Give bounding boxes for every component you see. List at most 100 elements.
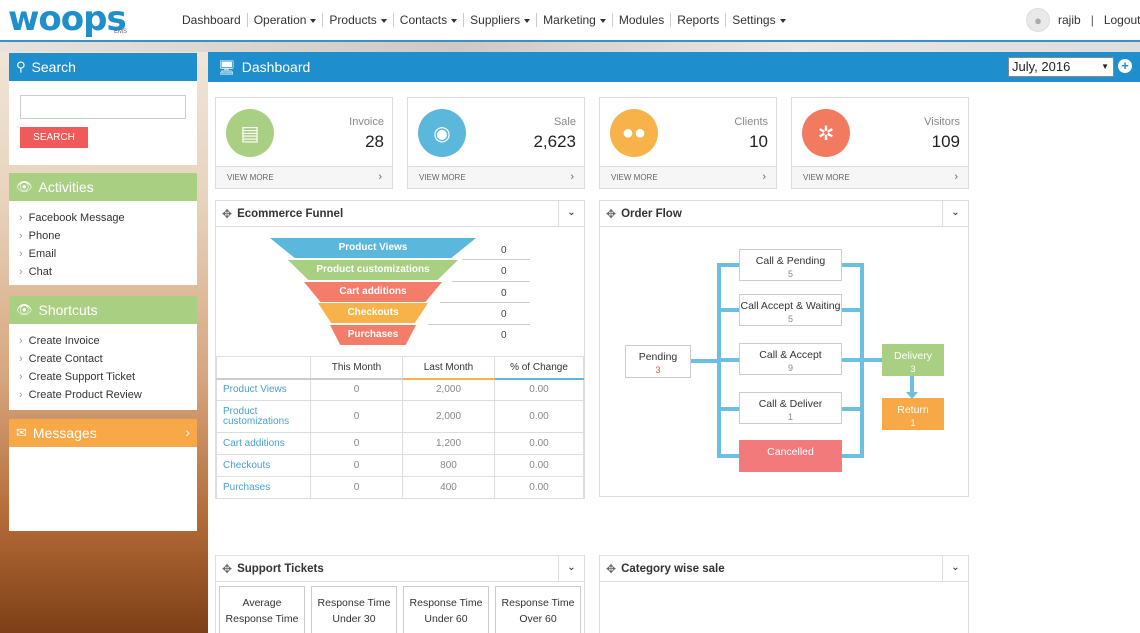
user-name[interactable]: rajib	[1058, 13, 1081, 27]
funnel-stage: Cart additions	[304, 282, 442, 302]
messages-header[interactable]: ✉ Messages ›	[9, 419, 197, 447]
nav-dashboard[interactable]: Dashboard	[176, 13, 248, 27]
cell: 0.00	[494, 400, 584, 433]
view-more-label: VIEW MORE	[803, 173, 850, 182]
logo[interactable]: woops	[8, 0, 127, 39]
row-name[interactable]: Product Views	[216, 378, 311, 401]
move-icon[interactable]: ✥	[606, 206, 617, 221]
view-more-label: VIEW MORE	[419, 173, 466, 182]
node-label: Delivery	[894, 350, 932, 362]
top-navbar: woops EMS Dashboard Operation Products C…	[0, 0, 1140, 42]
stat-sale[interactable]: ◉ Sale 2,623 VIEW MORE ›	[407, 97, 585, 189]
shortcuts-header[interactable]: 👁 Shortcuts	[9, 296, 197, 324]
dashboard-header: 🖥 Dashboard	[208, 52, 1140, 82]
activities-list: Facebook Message Phone Email Chat	[9, 201, 197, 285]
list-item[interactable]: Phone	[19, 227, 197, 245]
list-item[interactable]: Create Contact	[19, 350, 197, 368]
nav-modules[interactable]: Modules	[613, 13, 672, 27]
separator: |	[1090, 13, 1094, 27]
node-value: 3	[655, 365, 661, 375]
widget-header: ✥ Ecommerce Funnel ⌄	[216, 201, 584, 227]
cell: 400	[402, 476, 495, 499]
nav-contacts[interactable]: Contacts	[394, 13, 465, 27]
widget-header: ✥ Support Tickets ⌄	[216, 556, 584, 582]
search-panel-header: ⚲ Search	[9, 53, 197, 81]
tile-line: Response Time	[409, 597, 483, 609]
view-more-link[interactable]: VIEW MORE ›	[792, 166, 968, 188]
node-label: Pending	[638, 351, 678, 363]
nav-suppliers[interactable]: Suppliers	[464, 13, 538, 27]
list-item[interactable]: Email	[19, 245, 197, 263]
table-header: This Month	[310, 356, 403, 380]
view-more-link[interactable]: VIEW MORE ›	[408, 166, 584, 188]
chevron-right-icon: ›	[570, 171, 574, 183]
avatar[interactable]: ●	[1026, 8, 1050, 32]
nav-settings[interactable]: Settings	[726, 13, 791, 27]
stat-visitors[interactable]: ✲ Visitors 109 VIEW MORE ›	[791, 97, 969, 189]
stat-label: Clients	[734, 116, 768, 128]
view-more-label: VIEW MORE	[611, 173, 658, 182]
cell: 2,000	[402, 378, 495, 401]
list-item[interactable]: Create Support Ticket	[19, 368, 197, 386]
row-name[interactable]: Product customizations	[216, 400, 311, 433]
flow-node-step: Call & Accept 9	[739, 343, 842, 375]
table-row: Purchases 0 400 0.00	[216, 476, 584, 499]
support-tile[interactable]: Response Time Under 30	[311, 586, 397, 633]
row-name[interactable]: Checkouts	[216, 454, 311, 477]
flow-connector	[717, 263, 739, 267]
search-input[interactable]	[20, 95, 186, 119]
nav-marketing[interactable]: Marketing	[537, 13, 613, 27]
flow-connector	[842, 407, 864, 411]
cell: 0	[310, 476, 403, 499]
cell: 800	[402, 454, 495, 477]
list-item[interactable]: Create Invoice	[19, 332, 197, 350]
flow-connector	[842, 308, 864, 312]
messages-panel: ✉ Messages ›	[9, 419, 197, 531]
chevron-down-icon[interactable]: ⌄	[558, 556, 584, 582]
stat-invoice[interactable]: ▤ Invoice 28 VIEW MORE ›	[215, 97, 393, 189]
row-name[interactable]: Cart additions	[216, 432, 311, 455]
widget-title: Category wise sale	[621, 562, 725, 575]
table-row: Checkouts 0 800 0.00	[216, 454, 584, 477]
move-icon[interactable]: ✥	[222, 206, 233, 221]
cell: 0	[310, 432, 403, 455]
funnel-stage: Checkouts	[318, 303, 428, 323]
stat-clients[interactable]: ●● Clients 10 VIEW MORE ›	[599, 97, 777, 189]
support-tile[interactable]: Average Response Time	[219, 586, 305, 633]
list-item[interactable]: Chat	[19, 263, 197, 281]
funnel-value: 0	[501, 245, 507, 256]
logout-link[interactable]: Logout	[1103, 13, 1140, 27]
chevron-down-icon[interactable]: ⌄	[942, 201, 968, 227]
cell: 0.00	[494, 476, 584, 499]
node-label: Call & Pending	[755, 255, 826, 267]
nav-operation[interactable]: Operation	[248, 13, 324, 27]
stat-label: Invoice	[349, 116, 384, 128]
add-icon[interactable]: +	[1118, 59, 1132, 73]
month-select[interactable]: July, 2016 ▼	[1008, 57, 1114, 77]
tile-line: Response Time	[317, 597, 391, 609]
list-item[interactable]: Facebook Message	[19, 209, 197, 227]
move-icon[interactable]: ✥	[606, 561, 617, 576]
row-name[interactable]: Purchases	[216, 476, 311, 499]
table-header: % of Change	[494, 356, 584, 380]
month-value: July, 2016	[1012, 59, 1071, 74]
activities-header[interactable]: 👁 Activities	[9, 173, 197, 201]
flow-node-delivery: Delivery 3	[882, 344, 944, 376]
view-more-link[interactable]: VIEW MORE ›	[216, 166, 392, 188]
node-value: 3	[910, 364, 916, 374]
support-tile[interactable]: Response Time Under 60	[403, 586, 489, 633]
chevron-down-icon[interactable]: ⌄	[558, 201, 584, 227]
move-icon[interactable]: ✥	[222, 561, 233, 576]
view-more-link[interactable]: VIEW MORE ›	[600, 166, 776, 188]
widget-title: Order Flow	[621, 207, 682, 220]
eye-icon: 👁	[16, 302, 33, 317]
search-button[interactable]: SEARCH	[20, 127, 88, 148]
tile-line: Average	[242, 597, 282, 609]
list-item[interactable]: Create Product Review	[19, 386, 197, 404]
nav-products[interactable]: Products	[323, 13, 394, 27]
support-tile[interactable]: Response Time Over 60	[495, 586, 581, 633]
nav-reports[interactable]: Reports	[671, 13, 727, 27]
chevron-down-icon[interactable]: ⌄	[942, 556, 968, 582]
cell: 2,000	[402, 400, 495, 433]
tile-line: Response Time	[225, 613, 299, 625]
